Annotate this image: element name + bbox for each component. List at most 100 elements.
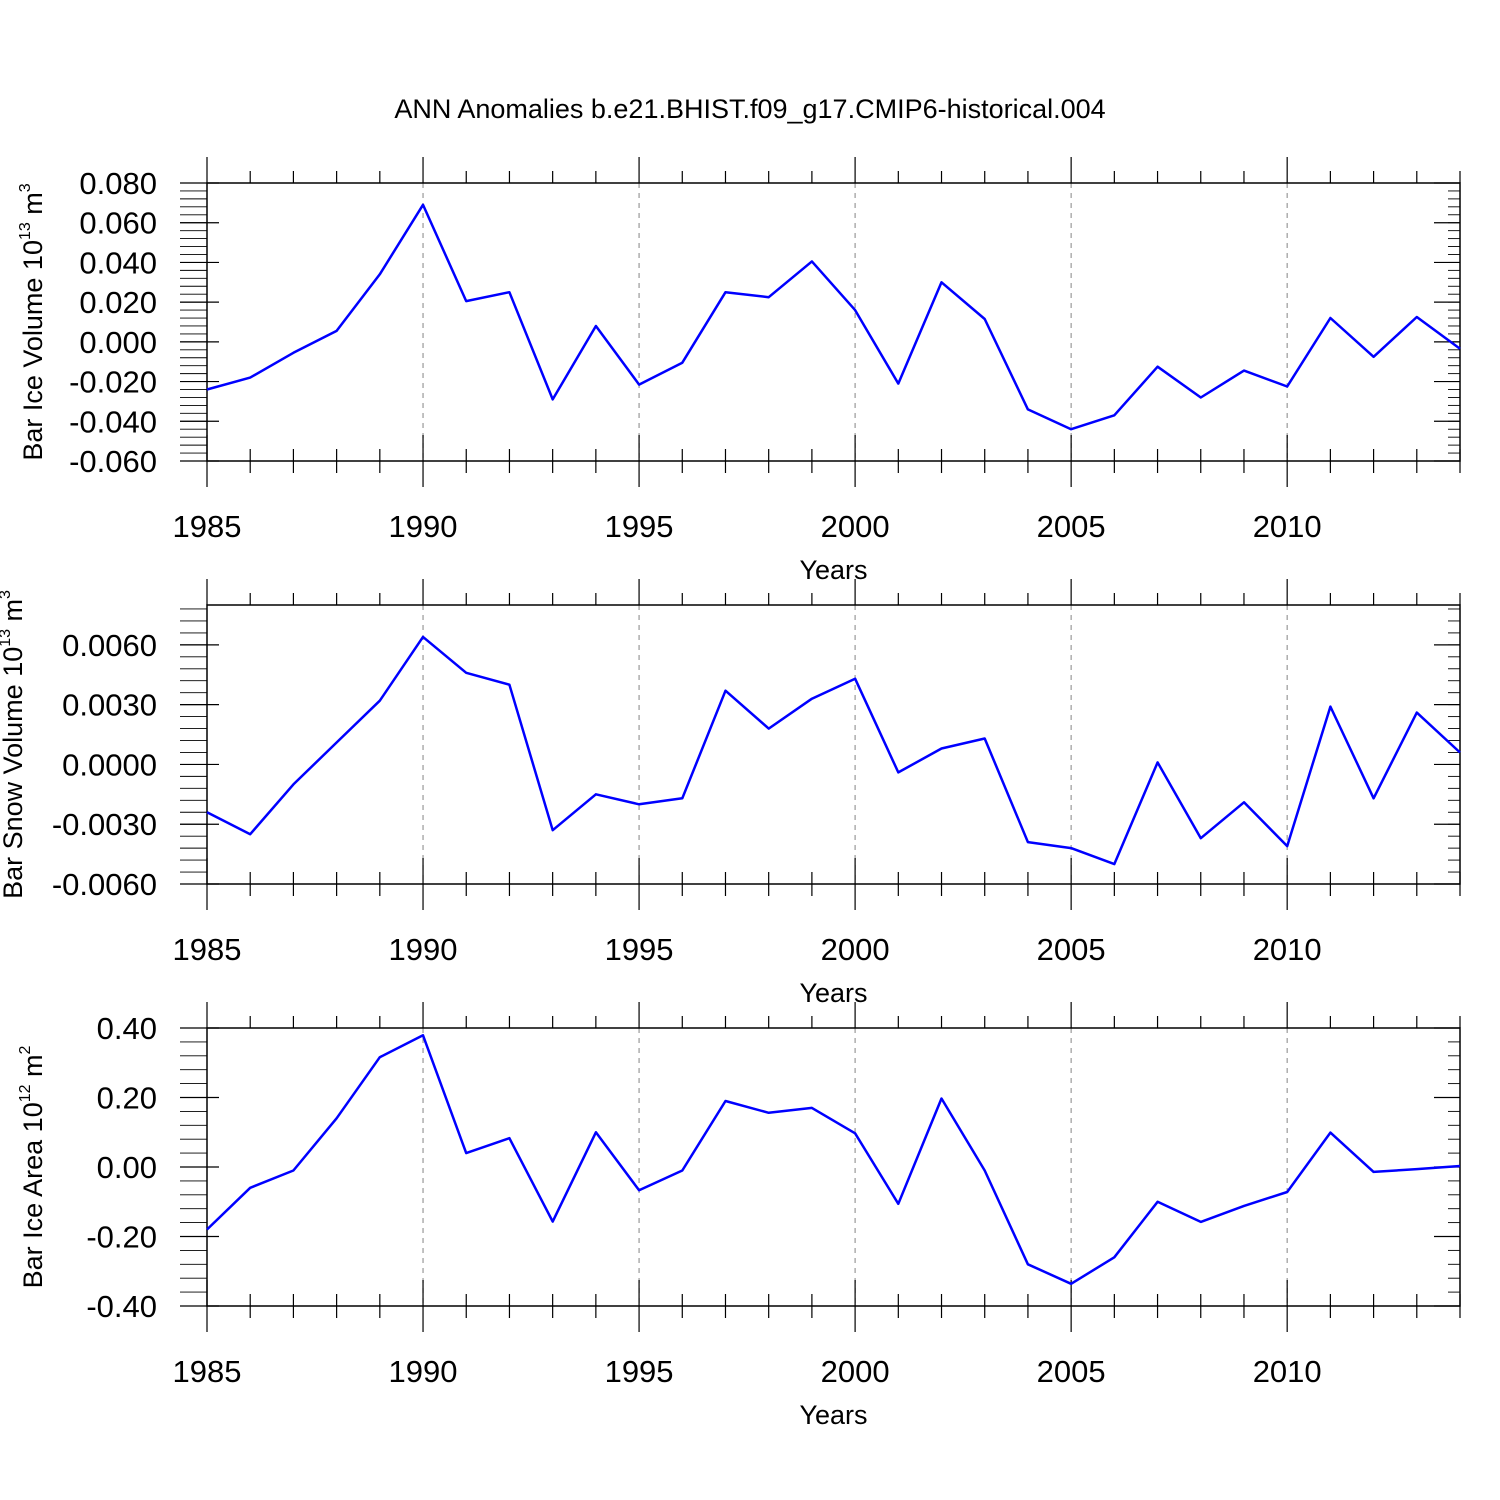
y-axis-label: Bar Ice Area 1012 m2	[17, 1045, 48, 1288]
data-point	[638, 803, 640, 805]
data-point	[595, 794, 597, 796]
data-point	[725, 690, 727, 692]
data-point	[854, 309, 856, 311]
data-point	[1459, 348, 1461, 350]
data-point	[854, 678, 856, 680]
series-line	[206, 635, 1461, 866]
y-tick-label: 0.0060	[62, 628, 157, 663]
x-tick-label: 1985	[173, 509, 242, 544]
y-axis-label-superscript: 2	[17, 1045, 34, 1054]
y-tick-label: -0.20	[86, 1220, 157, 1255]
y-axis-label-text: Bar Ice Volume 10	[18, 240, 48, 461]
data-point	[681, 798, 683, 800]
data-point	[638, 1189, 640, 1191]
data-point	[1243, 370, 1245, 372]
series-line	[206, 203, 1461, 431]
y-axis-label-superscript: 3	[0, 590, 14, 599]
data-point	[811, 1107, 813, 1109]
y-tick-label: -0.0030	[52, 807, 157, 842]
x-tick-label: 1985	[173, 932, 242, 967]
figure-title: ANN Anomalies b.e21.BHIST.f09_g17.CMIP6-…	[394, 94, 1105, 124]
data-point	[1373, 1171, 1375, 1173]
data-point	[638, 384, 640, 386]
data-point	[465, 300, 467, 302]
data-point	[1070, 1283, 1072, 1285]
y-axis-label: Bar Ice Volume 1013 m3	[17, 183, 48, 460]
data-point	[811, 698, 813, 700]
data-point	[1286, 386, 1288, 388]
x-axis-label: Years	[799, 978, 867, 1008]
data-point	[1286, 845, 1288, 847]
y-axis-label-superscript: 12	[17, 1084, 34, 1102]
data-point	[595, 1131, 597, 1133]
data-point	[465, 672, 467, 674]
y-tick-label: 0.20	[97, 1081, 157, 1116]
data-point	[1416, 712, 1418, 714]
data-point	[293, 1170, 295, 1172]
data-point	[206, 389, 208, 391]
data-point	[422, 1034, 424, 1036]
data-point	[768, 296, 770, 298]
data-point	[336, 1118, 338, 1120]
data-point	[898, 383, 900, 385]
data-point	[1157, 762, 1159, 764]
data-point	[1243, 1205, 1245, 1207]
x-tick-label: 1985	[173, 1354, 242, 1389]
data-point	[941, 748, 943, 750]
x-tick-label: 1995	[605, 932, 674, 967]
x-axis-label: Years	[799, 1400, 867, 1430]
x-tick-label: 2005	[1037, 932, 1106, 967]
data-point	[984, 318, 986, 320]
data-point	[1200, 397, 1202, 399]
data-point	[1330, 1132, 1332, 1134]
data-point	[509, 1137, 511, 1139]
series-line	[206, 1034, 1461, 1286]
y-tick-label: 0.080	[79, 166, 157, 201]
data-point	[1459, 752, 1461, 754]
data-point	[1373, 356, 1375, 358]
data-point	[509, 684, 511, 686]
data-point	[1114, 1257, 1116, 1259]
x-tick-label: 2000	[821, 932, 890, 967]
data-point	[1286, 1191, 1288, 1193]
x-tick-label: 2000	[821, 509, 890, 544]
x-tick-label: 1995	[605, 1354, 674, 1389]
data-point	[509, 291, 511, 293]
data-point	[206, 1229, 208, 1231]
x-tick-label: 1995	[605, 509, 674, 544]
data-point	[898, 1203, 900, 1205]
data-point	[336, 742, 338, 744]
data-point	[422, 636, 424, 638]
y-axis-label-text: m	[18, 1054, 48, 1084]
x-tick-label: 2010	[1253, 509, 1322, 544]
data-point	[249, 833, 251, 835]
data-point	[1416, 1168, 1418, 1170]
data-point	[552, 399, 554, 401]
chart-panel-snow-volume: 1985 1990 1995 2000 2005 2010 0.0060 0.0030 0.00…	[0, 579, 1461, 1008]
data-point	[681, 362, 683, 364]
y-axis-label: Bar Snow Volume 1013 m3	[0, 590, 28, 899]
data-point	[768, 1112, 770, 1114]
y-axis-label-text: Bar Ice Area 10	[18, 1102, 48, 1288]
data-point	[984, 1170, 986, 1172]
data-point	[1373, 798, 1375, 800]
x-tick-label: 1990	[389, 1354, 458, 1389]
data-point	[293, 352, 295, 354]
chart-panel-ice-area: 1985 1990 1995 2000 2005 2010 0.40 0.20 0.00 -0.2…	[17, 1002, 1461, 1430]
data-point	[681, 1170, 683, 1172]
data-point	[552, 829, 554, 831]
y-tick-label: 0.0030	[62, 688, 157, 723]
data-point	[725, 1100, 727, 1102]
data-point	[249, 377, 251, 379]
data-point	[1027, 841, 1029, 843]
data-point	[1070, 847, 1072, 849]
y-tick-label: -0.0060	[52, 867, 157, 902]
data-point	[725, 291, 727, 293]
data-point	[379, 274, 381, 276]
data-point	[206, 811, 208, 813]
chart-panel-ice-volume: 1985 1990 1995 2000 2005 2010 0.080 0.060 0.040 0…	[17, 157, 1461, 585]
plot-frame	[206, 182, 1461, 462]
data-point	[984, 738, 986, 740]
data-point	[465, 1152, 467, 1154]
